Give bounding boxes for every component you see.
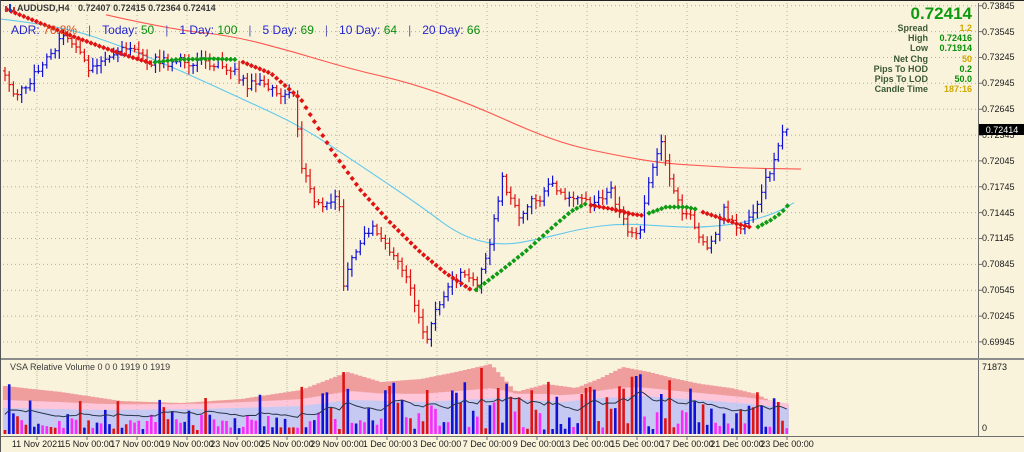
time-axis-label: 17 Dec 00:00 bbox=[660, 439, 714, 449]
ohlc-bars-bearish bbox=[3, 30, 743, 344]
price-axis-label: 0.71445 bbox=[982, 208, 1015, 218]
time-axis-label: 19 Nov 00:00 bbox=[160, 439, 214, 449]
quote-row-label: Pips To LOD bbox=[874, 74, 928, 85]
grid-lines bbox=[3, 3, 978, 435]
trend-trail-green bbox=[473, 201, 588, 293]
quote-row-label: Pips To HOD bbox=[873, 63, 928, 74]
adr-period-label: 20 Day: bbox=[422, 23, 467, 37]
price-axis-label: 0.70545 bbox=[982, 285, 1015, 295]
quote-row-label: Low bbox=[910, 43, 928, 54]
adr-separator: | bbox=[408, 23, 412, 37]
chart-icon bbox=[5, 4, 15, 12]
time-axis-label: 29 Nov 00:00 bbox=[310, 439, 364, 449]
adr-period-value: 66 bbox=[466, 23, 481, 37]
volume-average-line bbox=[4, 390, 787, 418]
quote-panel-row: Spread 1.2 bbox=[874, 23, 972, 33]
volume-bars-blue bbox=[7, 374, 776, 434]
quote-row-value: 0.72416 bbox=[939, 33, 972, 44]
price-axis-label: 0.71145 bbox=[982, 233, 1014, 243]
quote-row-value: 0.71914 bbox=[939, 43, 972, 54]
price-axis-label: 0.70245 bbox=[982, 311, 1015, 321]
adr-period-value: 50 bbox=[140, 23, 155, 37]
price-axis-label: 0.72345 bbox=[982, 130, 1015, 140]
volume-scale-min-label: 0 bbox=[982, 423, 988, 433]
quote-row-value: 50.0 bbox=[954, 74, 972, 85]
quote-row-label: High bbox=[908, 33, 928, 44]
trend-trail-green bbox=[152, 56, 238, 65]
time-axis-label: 23 Nov 00:00 bbox=[210, 439, 264, 449]
price-axis-label: 0.72645 bbox=[982, 104, 1015, 114]
time-axis-label: 15 Dec 00:00 bbox=[610, 439, 664, 449]
time-axis-label: 9 Dec 00:00 bbox=[512, 439, 562, 449]
adr-separator: | bbox=[165, 23, 169, 37]
quote-info-panel: 0.72414 Spread 1.2 High 0.72416 Low 0.71914 Ne… bbox=[874, 4, 973, 95]
quote-row-value: 1.2 bbox=[959, 23, 972, 33]
quote-panel-row: Pips To HOD 0.2 bbox=[874, 64, 972, 74]
time-axis-label: 1 Dec 00:00 bbox=[362, 439, 412, 449]
symbol-timeframe-label: AUDUSD,H4 bbox=[17, 3, 70, 13]
adr-separator: | bbox=[88, 23, 92, 37]
adr-period-label: 5 Day: bbox=[262, 23, 301, 37]
time-axis-label: 15 Nov 00:00 bbox=[60, 439, 114, 449]
time-axis-label: 25 Nov 00:00 bbox=[260, 439, 314, 449]
adr-period-value: 100 bbox=[217, 23, 238, 37]
adr-period-label: Today: bbox=[102, 23, 141, 37]
price-axis-label: 0.71745 bbox=[982, 182, 1015, 192]
ohlc-readout: 0.72407 0.72415 0.72364 0.72414 bbox=[78, 3, 216, 13]
volume-band-low bbox=[2, 396, 789, 434]
slow-ma-line bbox=[105, 14, 802, 170]
current-price-tag: 0.72414 bbox=[979, 124, 1024, 135]
quote-row-value: 50 bbox=[961, 53, 972, 64]
quote-panel-row: Pips To LOD 50.0 bbox=[874, 74, 972, 84]
trend-trail-red bbox=[700, 209, 752, 230]
time-axis-label: 3 Dec 00:00 bbox=[412, 439, 462, 449]
chart-title: AUDUSD,H4 0.72407 0.72415 0.72364 0.7241… bbox=[17, 3, 216, 13]
quote-row-value: 187:16 bbox=[943, 84, 972, 95]
price-axis-label: 0.70845 bbox=[982, 259, 1015, 269]
quote-panel-row: Low 0.71914 bbox=[874, 43, 972, 53]
price-axis-label: 0.72045 bbox=[982, 156, 1015, 166]
time-axis-label: 7 Dec 00:00 bbox=[462, 439, 512, 449]
quote-panel-row: Candle Time 187:16 bbox=[874, 84, 972, 94]
vsa-volume-label: VSA Relative Volume 0 0 0 1919 0 1919 bbox=[10, 362, 171, 372]
current-price-readout: 0.72414 bbox=[910, 4, 972, 23]
quote-row-label: Spread bbox=[897, 23, 928, 33]
adr-separator: | bbox=[248, 23, 252, 37]
time-axis-label: 17 Nov 00:00 bbox=[110, 439, 164, 449]
volume-bars-red bbox=[3, 368, 784, 434]
adr-indicator-line: ADR: 76.8% | Today: 50 | 1 Day: 100 | 5 Day: 6… bbox=[11, 23, 480, 37]
time-axis-label: 23 Dec 00:00 bbox=[760, 439, 814, 449]
trend-trail-red bbox=[4, 7, 153, 66]
volume-bars-magenta bbox=[20, 402, 788, 434]
fast-ma-line bbox=[1, 18, 795, 245]
adr-period-value: 76.8% bbox=[43, 23, 78, 37]
time-axis-label: 13 Dec 00:00 bbox=[560, 439, 614, 449]
price-axis-label: 0.73545 bbox=[982, 27, 1015, 37]
quote-row-label: Net Chg bbox=[893, 53, 929, 64]
trend-trail-red bbox=[588, 202, 644, 218]
volume-scale-max-label: 71873 bbox=[982, 362, 1008, 372]
time-axis-label: 11 Nov 2021 bbox=[11, 439, 63, 449]
time-axis-label: 21 Dec 00:00 bbox=[710, 439, 764, 449]
price-axis-label: 0.73245 bbox=[982, 52, 1015, 62]
adr-separator: | bbox=[324, 23, 329, 37]
quote-row-label: Candle Time bbox=[874, 84, 928, 95]
trend-trail-green bbox=[646, 204, 698, 216]
adr-period-label: 1 Day: bbox=[179, 23, 218, 37]
adr-period-label: 10 Day: bbox=[339, 23, 384, 37]
price-axis-label: 0.69945 bbox=[982, 337, 1015, 347]
price-axis-label: 0.72945 bbox=[982, 78, 1015, 88]
trend-trail-green bbox=[755, 203, 790, 230]
quote-row-value: 0.2 bbox=[959, 63, 972, 74]
axis-tick-marks bbox=[36, 5, 982, 440]
adr-period-value: 64 bbox=[383, 23, 398, 37]
adr-period-value: 69 bbox=[300, 23, 314, 37]
quote-panel-row: Net Chg 50 bbox=[874, 53, 973, 64]
price-axis-label: 0.73845 bbox=[982, 1, 1015, 11]
ohlc-bars-bullish bbox=[19, 29, 789, 347]
quote-panel-row: High 0.72416 bbox=[874, 33, 972, 43]
adr-period-label: ADR: bbox=[11, 23, 44, 37]
